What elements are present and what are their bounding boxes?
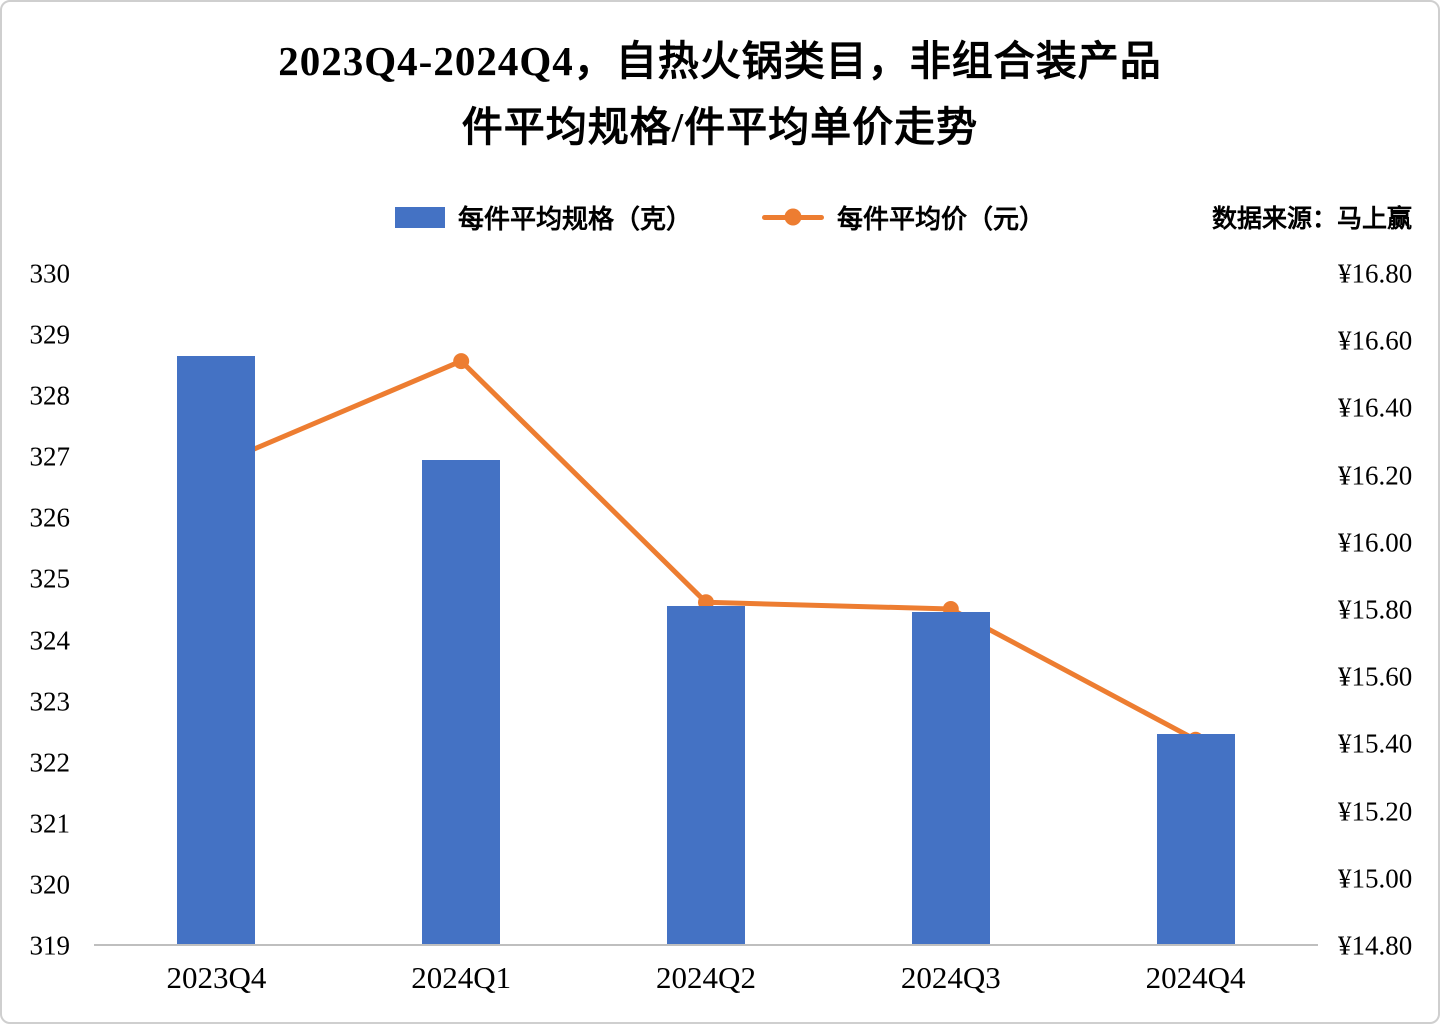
- right-axis-tick: ¥15.20: [1338, 796, 1413, 827]
- left-axis-tick: 326: [29, 502, 71, 533]
- bar-2024Q3: [911, 612, 990, 944]
- left-axis-tick: 319: [29, 930, 71, 961]
- right-axis-tick: ¥15.80: [1338, 594, 1413, 625]
- x-axis-label: 2024Q2: [656, 960, 756, 995]
- bar-2024Q2: [667, 605, 745, 944]
- right-axis: ¥16.80 ¥16.60 ¥16.40 ¥16.20 ¥16.00 ¥15.80 ¥15.…: [1336, 259, 1438, 961]
- line-series-swatch: [762, 208, 824, 226]
- x-axis-label: 2024Q3: [900, 960, 1001, 995]
- chart-title-line1: 2023Q4-2024Q4，自热火锅类目，非组合装产品: [278, 38, 1162, 84]
- bar-2024Q1: [422, 459, 501, 944]
- bar-2023Q4: [177, 356, 256, 944]
- legend-items: 每件平均规格（克） 每件平均价（元）: [2, 195, 1438, 239]
- chart-title-line2: 件平均规格/件平均单价走势: [461, 104, 979, 150]
- left-axis-tick: 323: [29, 686, 71, 717]
- data-source-label: 数据来源：马上赢: [1211, 206, 1412, 233]
- legend: 每件平均规格（克） 每件平均价（元） 数据来源：马上赢: [2, 195, 1438, 239]
- legend-item-bar: 每件平均规格（克）: [394, 199, 692, 236]
- chart-title: 2023Q4-2024Q4，自热火锅类目，非组合装产品 件平均规格/件平均单价走…: [2, 28, 1438, 160]
- line-series-label: 每件平均价（元）: [837, 204, 1046, 234]
- left-axis-tick: 329: [29, 319, 71, 350]
- right-axis-tick: ¥16.40: [1338, 392, 1413, 423]
- right-axis-tick: ¥15.00: [1338, 863, 1413, 894]
- left-axis-tick: 327: [29, 441, 71, 472]
- left-axis-tick: 321: [29, 808, 71, 839]
- x-axis-label: 2024Q1: [411, 960, 512, 995]
- left-axis-tick: 330: [29, 258, 71, 289]
- bar-2024Q4: [1156, 733, 1235, 944]
- left-axis-tick: 322: [29, 747, 71, 778]
- right-axis-tick: ¥14.80: [1338, 930, 1413, 961]
- plot-area: [94, 274, 1318, 946]
- line-point-2024Q1: [453, 353, 470, 370]
- x-axis-labels: 2023Q4 2024Q1 2024Q2 2024Q3 2024Q4: [94, 960, 1318, 1010]
- legend-item-line: 每件平均价（元）: [762, 199, 1045, 236]
- right-axis-tick: ¥15.40: [1338, 728, 1413, 759]
- left-axis-tick: 320: [29, 869, 71, 900]
- left-axis-tick: 328: [29, 380, 71, 411]
- bar-series-label: 每件平均规格（克）: [457, 204, 692, 234]
- line-swatch-dot: [784, 208, 802, 226]
- left-axis-tick: 325: [29, 563, 71, 594]
- left-axis: 330 329 328 327 326 325 324 323 322 321 320 319: [2, 259, 74, 961]
- left-axis-tick: 324: [29, 625, 71, 656]
- x-axis-label: 2023Q4: [166, 960, 267, 995]
- right-axis-tick: ¥16.80: [1338, 258, 1413, 289]
- right-axis-tick: ¥16.60: [1338, 325, 1413, 356]
- x-axis-label: 2024Q4: [1145, 960, 1246, 995]
- right-axis-tick: ¥16.00: [1338, 527, 1413, 558]
- bar-series-swatch: [394, 206, 445, 228]
- right-axis-tick: ¥15.60: [1338, 661, 1413, 692]
- right-axis-tick: ¥16.20: [1338, 460, 1413, 491]
